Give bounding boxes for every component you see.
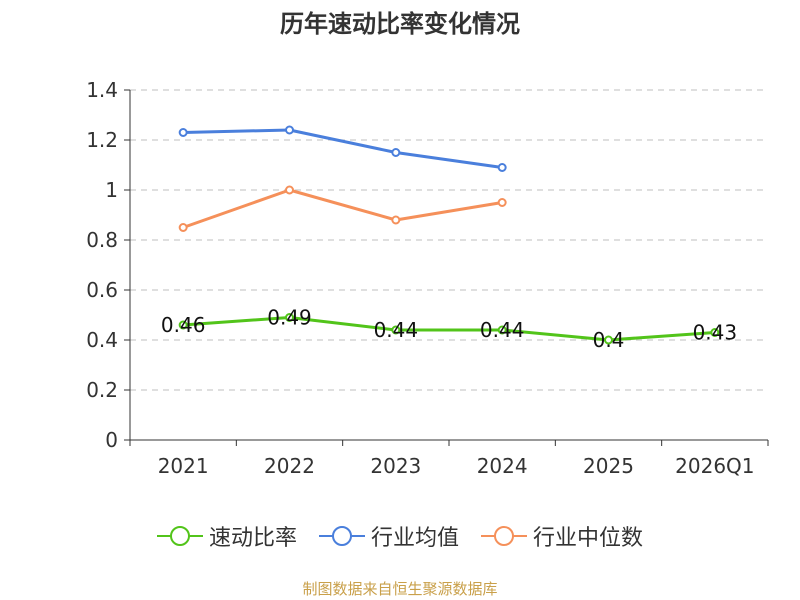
series-line-1 — [183, 128, 503, 169]
y-tick-label: 0.2 — [86, 378, 118, 402]
data-label: 0.49 — [267, 306, 312, 330]
chart-title: 历年速动比率变化情况 — [280, 10, 520, 38]
legend: 速动比率 行业均值 行业中位数 — [0, 520, 800, 552]
x-tick-label: 2021 — [158, 454, 209, 478]
data-point — [497, 325, 507, 335]
data-point — [285, 313, 294, 322]
data-label: 0.46 — [161, 313, 206, 337]
data-point — [604, 335, 613, 345]
y-tick-label: 1.2 — [86, 128, 118, 152]
legend-item[interactable]: 行业均值 — [318, 520, 459, 552]
x-tick-label: 2026Q1 — [675, 454, 754, 478]
data-point — [391, 325, 401, 335]
legend-swatch-icon — [156, 526, 203, 546]
data-point — [710, 328, 720, 337]
data-point — [391, 148, 401, 157]
series-line-0 — [183, 316, 715, 342]
y-tick-label: 0.4 — [86, 328, 118, 352]
y-tick-label: 1 — [105, 178, 118, 202]
series-line-2 — [182, 188, 503, 229]
data-label: 0.44 — [374, 318, 419, 342]
data-point — [285, 125, 294, 135]
legend-label: 行业均值 — [370, 526, 459, 551]
y-tick-label: 1.4 — [86, 78, 118, 102]
data-point — [178, 223, 188, 232]
data-point — [178, 128, 188, 137]
data-point — [178, 320, 188, 330]
data-label: 0.4 — [593, 328, 625, 352]
data-point — [497, 163, 507, 172]
legend-item[interactable]: 行业中位数 — [481, 520, 643, 552]
y-tick-label: 0.6 — [86, 278, 118, 302]
data-label: 0.43 — [693, 321, 738, 345]
data-point — [285, 185, 294, 195]
legend-swatch-icon — [481, 526, 527, 546]
legend-swatch-icon — [318, 526, 365, 546]
y-tick-label: 0.8 — [86, 228, 118, 252]
legend-label: 速动比率 — [208, 526, 297, 551]
data-point — [497, 198, 507, 207]
data-label: 0.44 — [480, 318, 525, 342]
data-point — [391, 215, 401, 225]
y-tick-label: 0 — [105, 428, 118, 452]
x-tick-label: 2024 — [477, 454, 528, 478]
source-note: 制图数据来自恒生聚源数据库 — [302, 580, 498, 598]
x-tick-label: 2023 — [370, 454, 421, 478]
legend-item[interactable]: 速动比率 — [156, 520, 297, 552]
legend-label: 行业中位数 — [533, 526, 644, 551]
x-tick-label: 2022 — [264, 454, 315, 478]
x-tick-label: 2025 — [583, 454, 634, 478]
